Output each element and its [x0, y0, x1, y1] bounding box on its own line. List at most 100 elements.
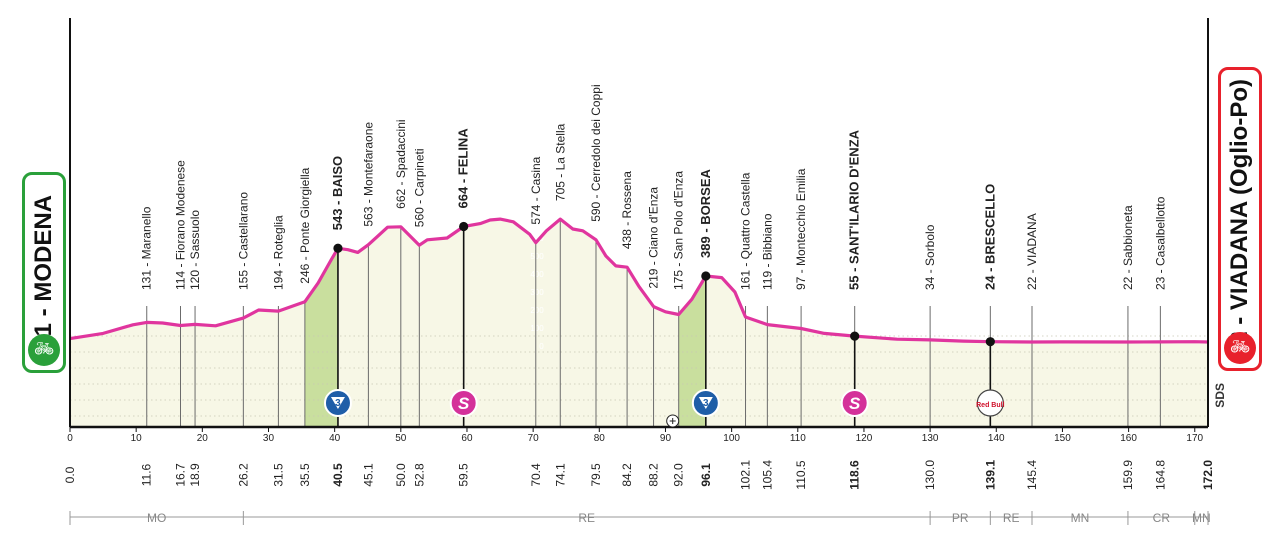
redbull-icon	[976, 389, 1004, 417]
km-label: 88.2	[647, 463, 661, 487]
profile-area	[70, 219, 1208, 427]
place-label: 705 - La Stella	[553, 123, 567, 201]
x-tick-label: 100	[723, 433, 740, 444]
x-tick-label: 110	[790, 433, 806, 444]
place-label: 563 - Montefaraone	[361, 122, 375, 227]
x-tick-label: 90	[660, 433, 672, 444]
climb-zone	[304, 248, 338, 427]
finish-town-label: 22 - VIADANA (Oglio-Po)	[1226, 79, 1253, 359]
place-label: 664 - FELINA	[456, 128, 471, 209]
place-label: 155 - Castellarano	[236, 192, 250, 290]
x-tick-label: 170	[1186, 433, 1203, 444]
province-label: RE	[1003, 511, 1020, 525]
place-label: 662 - Spadaccini	[394, 119, 408, 208]
elevation-tick-label: 300	[530, 288, 544, 297]
kom-category-label: 3	[335, 398, 341, 409]
place-label: 97 - Montecchio Emilia	[794, 168, 808, 290]
start-town-label: 41 - MODENA	[30, 195, 57, 350]
x-tick-label: 0	[67, 433, 73, 444]
province-label: RE	[578, 511, 595, 525]
km-label: 31.5	[271, 463, 285, 487]
x-tick-label: 30	[263, 433, 275, 444]
elevation-tick-label: 600	[530, 234, 544, 243]
elevation-tick-label: 0	[539, 342, 544, 351]
km-label: 84.2	[620, 463, 634, 487]
km-label: 118.6	[848, 460, 862, 490]
place-label: 131 - Maranello	[140, 206, 154, 290]
redbull-label: Red Bull	[976, 402, 1004, 409]
km-label: 110.5	[794, 460, 808, 489]
x-tick-label: 10	[131, 433, 143, 444]
place-label: 194 - Roteglia	[271, 215, 285, 290]
kom-triangle-icon	[330, 397, 345, 409]
province-label: MO	[147, 511, 166, 525]
sprint-icon	[840, 389, 869, 417]
place-label: 438 - Rossena	[620, 171, 634, 249]
km-label: 59.5	[457, 463, 471, 487]
bicycle-icon: 🚲︎	[1229, 339, 1251, 356]
x-tick-label: 80	[594, 433, 606, 444]
place-label: 55 - SANT'ILARIO D'ENZA	[847, 129, 862, 290]
climb-zone	[678, 275, 706, 427]
km-label: 26.2	[236, 463, 250, 487]
place-label: 120 - Sassuolo	[188, 210, 202, 290]
province-label: MN	[1192, 511, 1211, 525]
place-label: 219 - Ciano d'Enza	[647, 187, 661, 289]
x-tick-label: 130	[922, 433, 939, 444]
place-label: 590 - Cerredolo dei Coppi	[589, 84, 603, 221]
elevation-tick-label: 400	[530, 270, 544, 279]
km-label: 45.1	[361, 463, 375, 487]
place-label: 22 - Sabbioneta	[1121, 205, 1135, 290]
km-label: 35.5	[298, 463, 312, 487]
km-label: 11.6	[140, 463, 154, 486]
kom-triangle-icon	[698, 397, 713, 409]
sprint-label: S	[458, 394, 470, 413]
km-label: 172.0	[1201, 460, 1215, 490]
sprint-icon	[449, 389, 478, 417]
start-bicycle-badge: 🚲︎	[28, 334, 60, 366]
finish-town-box: 22 - VIADANA (Oglio-Po) 🚲︎	[1218, 67, 1262, 371]
province-label: CR	[1153, 511, 1171, 525]
elevation-tick-label: 500	[530, 252, 544, 261]
km-label: 164.8	[1153, 460, 1167, 490]
kom-category-label: 3	[703, 398, 709, 409]
x-tick-label: 120	[856, 433, 873, 444]
km-label: 130.0	[923, 460, 937, 490]
km-label: 50.0	[394, 463, 408, 487]
place-label: 175 - San Polo d'Enza	[672, 171, 686, 290]
x-tick-label: 40	[329, 433, 341, 444]
x-tick-label: 140	[988, 433, 1005, 444]
place-label: 23 - Casalbellotto	[1153, 196, 1167, 290]
bicycle-icon: 🚲︎	[33, 341, 55, 358]
sprint-label: S	[849, 394, 861, 413]
key-point-dot	[985, 337, 995, 347]
elevation-tick-label: 100	[530, 324, 544, 333]
x-tick-label: 20	[197, 433, 209, 444]
km-label: 96.1	[699, 463, 713, 487]
km-label: 105.4	[760, 460, 774, 490]
km-label: 159.9	[1121, 460, 1135, 490]
key-point-dot	[701, 271, 711, 281]
province-label: MN	[1071, 511, 1090, 525]
place-label: 543 - BAISO	[330, 156, 345, 230]
x-tick-label: 60	[461, 433, 473, 444]
km-label: 145.4	[1025, 460, 1039, 490]
brand-mark: SDS	[1213, 383, 1227, 408]
elevation-tick-label: 200	[530, 306, 544, 315]
place-label: 22 - VIADANA	[1025, 213, 1039, 290]
x-tick-label: 160	[1120, 433, 1137, 444]
place-label: 34 - Sorbolo	[923, 224, 937, 290]
km-label: 40.5	[331, 463, 345, 487]
km-label: 92.0	[672, 463, 686, 487]
km-label: 74.1	[553, 463, 567, 487]
place-label: 574 - Casina	[529, 156, 543, 224]
place-label: 24 - BRESCELLO	[982, 184, 997, 290]
key-point-dot	[333, 243, 343, 253]
km-label: 52.8	[412, 463, 426, 487]
place-label: 560 - Carpineti	[412, 148, 426, 227]
province-label: PR	[952, 511, 969, 525]
km-label: 70.4	[529, 463, 543, 487]
key-point-dot	[850, 331, 860, 341]
